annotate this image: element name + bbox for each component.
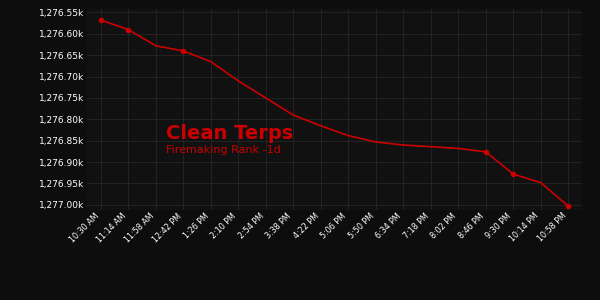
Text: Clean Terps: Clean Terps [166, 124, 293, 143]
Text: Firemaking Rank -1d: Firemaking Rank -1d [166, 145, 281, 155]
